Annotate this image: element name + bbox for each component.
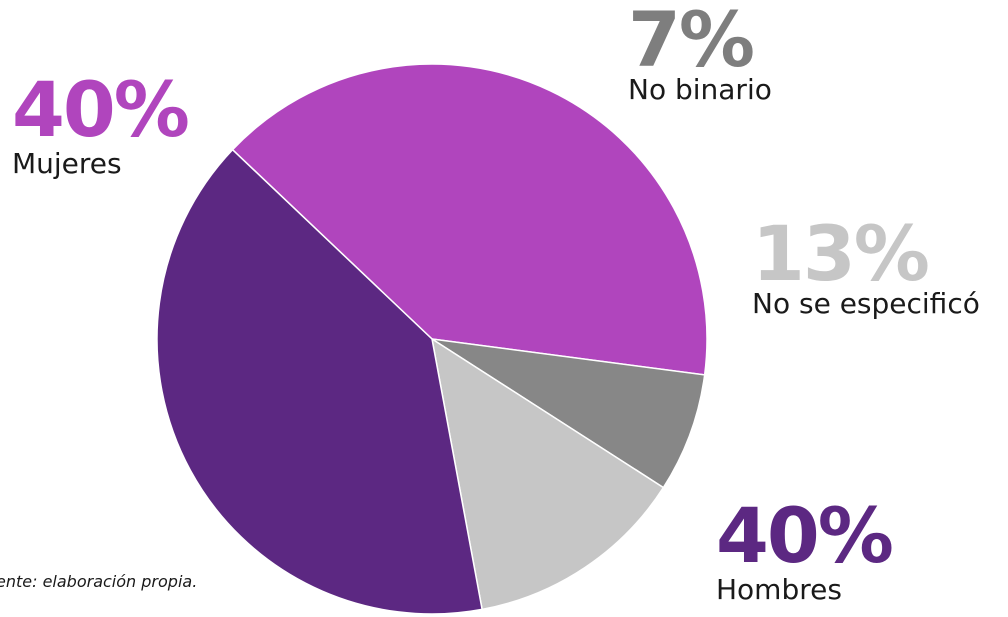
- pie-slice-mujeres: [231, 63, 708, 376]
- pie-slice-no-se-especific-: [430, 337, 665, 611]
- pie-slice-hombres: [156, 148, 483, 615]
- category-no-binario: No binario: [628, 73, 772, 106]
- percent-no-se-especifico: 13%: [752, 209, 930, 298]
- label-no-binario: 7% No binario: [628, 2, 772, 106]
- category-mujeres: Mujeres: [12, 147, 122, 180]
- source-note: ente: elaboración propia.: [0, 572, 198, 591]
- percent-hombres: 40%: [716, 491, 894, 580]
- label-hombres: 40% Hombres: [716, 491, 894, 606]
- percent-no-binario: 7%: [628, 0, 755, 84]
- category-hombres: Hombres: [716, 573, 842, 606]
- category-no-se-especifico: No se especificó: [752, 287, 980, 320]
- percent-mujeres: 40%: [12, 65, 190, 154]
- label-no-se-especifico: 13% No se especificó: [752, 216, 980, 320]
- pie-slice-no-binario: [431, 338, 706, 489]
- label-mujeres: 40% Mujeres: [12, 65, 190, 180]
